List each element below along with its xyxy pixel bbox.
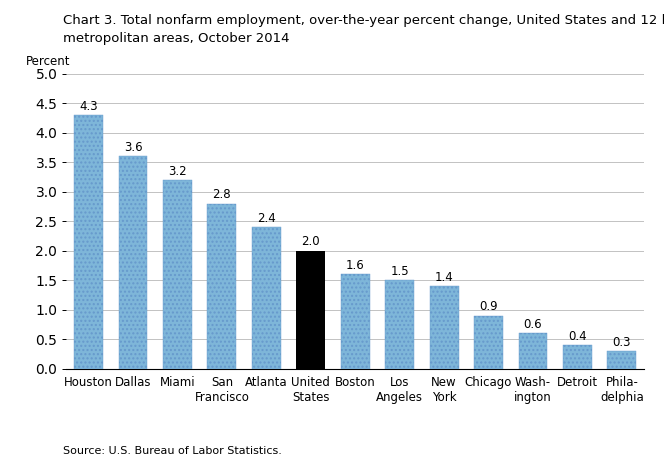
Bar	[519, 333, 547, 369]
Text: 2.0: 2.0	[301, 236, 320, 248]
Text: 4.3: 4.3	[79, 100, 98, 112]
Bar	[119, 156, 147, 369]
Text: 0.3: 0.3	[613, 336, 631, 349]
Text: metropolitan areas, October 2014: metropolitan areas, October 2014	[63, 32, 290, 45]
Text: 2.8: 2.8	[212, 188, 231, 201]
Text: 0.6: 0.6	[524, 318, 542, 331]
Text: 1.5: 1.5	[390, 265, 409, 278]
Bar	[296, 251, 325, 369]
Bar	[341, 274, 370, 369]
Text: Source: U.S. Bureau of Labor Statistics.: Source: U.S. Bureau of Labor Statistics.	[63, 446, 282, 456]
Bar	[474, 316, 503, 369]
Text: 3.6: 3.6	[124, 141, 142, 154]
Bar	[608, 351, 636, 369]
Bar	[563, 345, 592, 369]
Text: 3.2: 3.2	[168, 165, 187, 177]
Text: 0.4: 0.4	[568, 330, 587, 343]
Text: 1.4: 1.4	[435, 271, 454, 284]
Text: 1.6: 1.6	[346, 259, 365, 272]
Text: Percent: Percent	[26, 55, 70, 68]
Bar	[163, 180, 192, 369]
Text: 0.9: 0.9	[479, 300, 498, 313]
Text: Chart 3. Total nonfarm employment, over-the-year percent change, United States a: Chart 3. Total nonfarm employment, over-…	[63, 14, 664, 27]
Bar	[74, 115, 103, 369]
Bar	[430, 286, 459, 369]
Bar	[385, 280, 414, 369]
Bar	[207, 204, 236, 369]
Bar	[252, 227, 281, 369]
Text: 2.4: 2.4	[257, 212, 276, 225]
